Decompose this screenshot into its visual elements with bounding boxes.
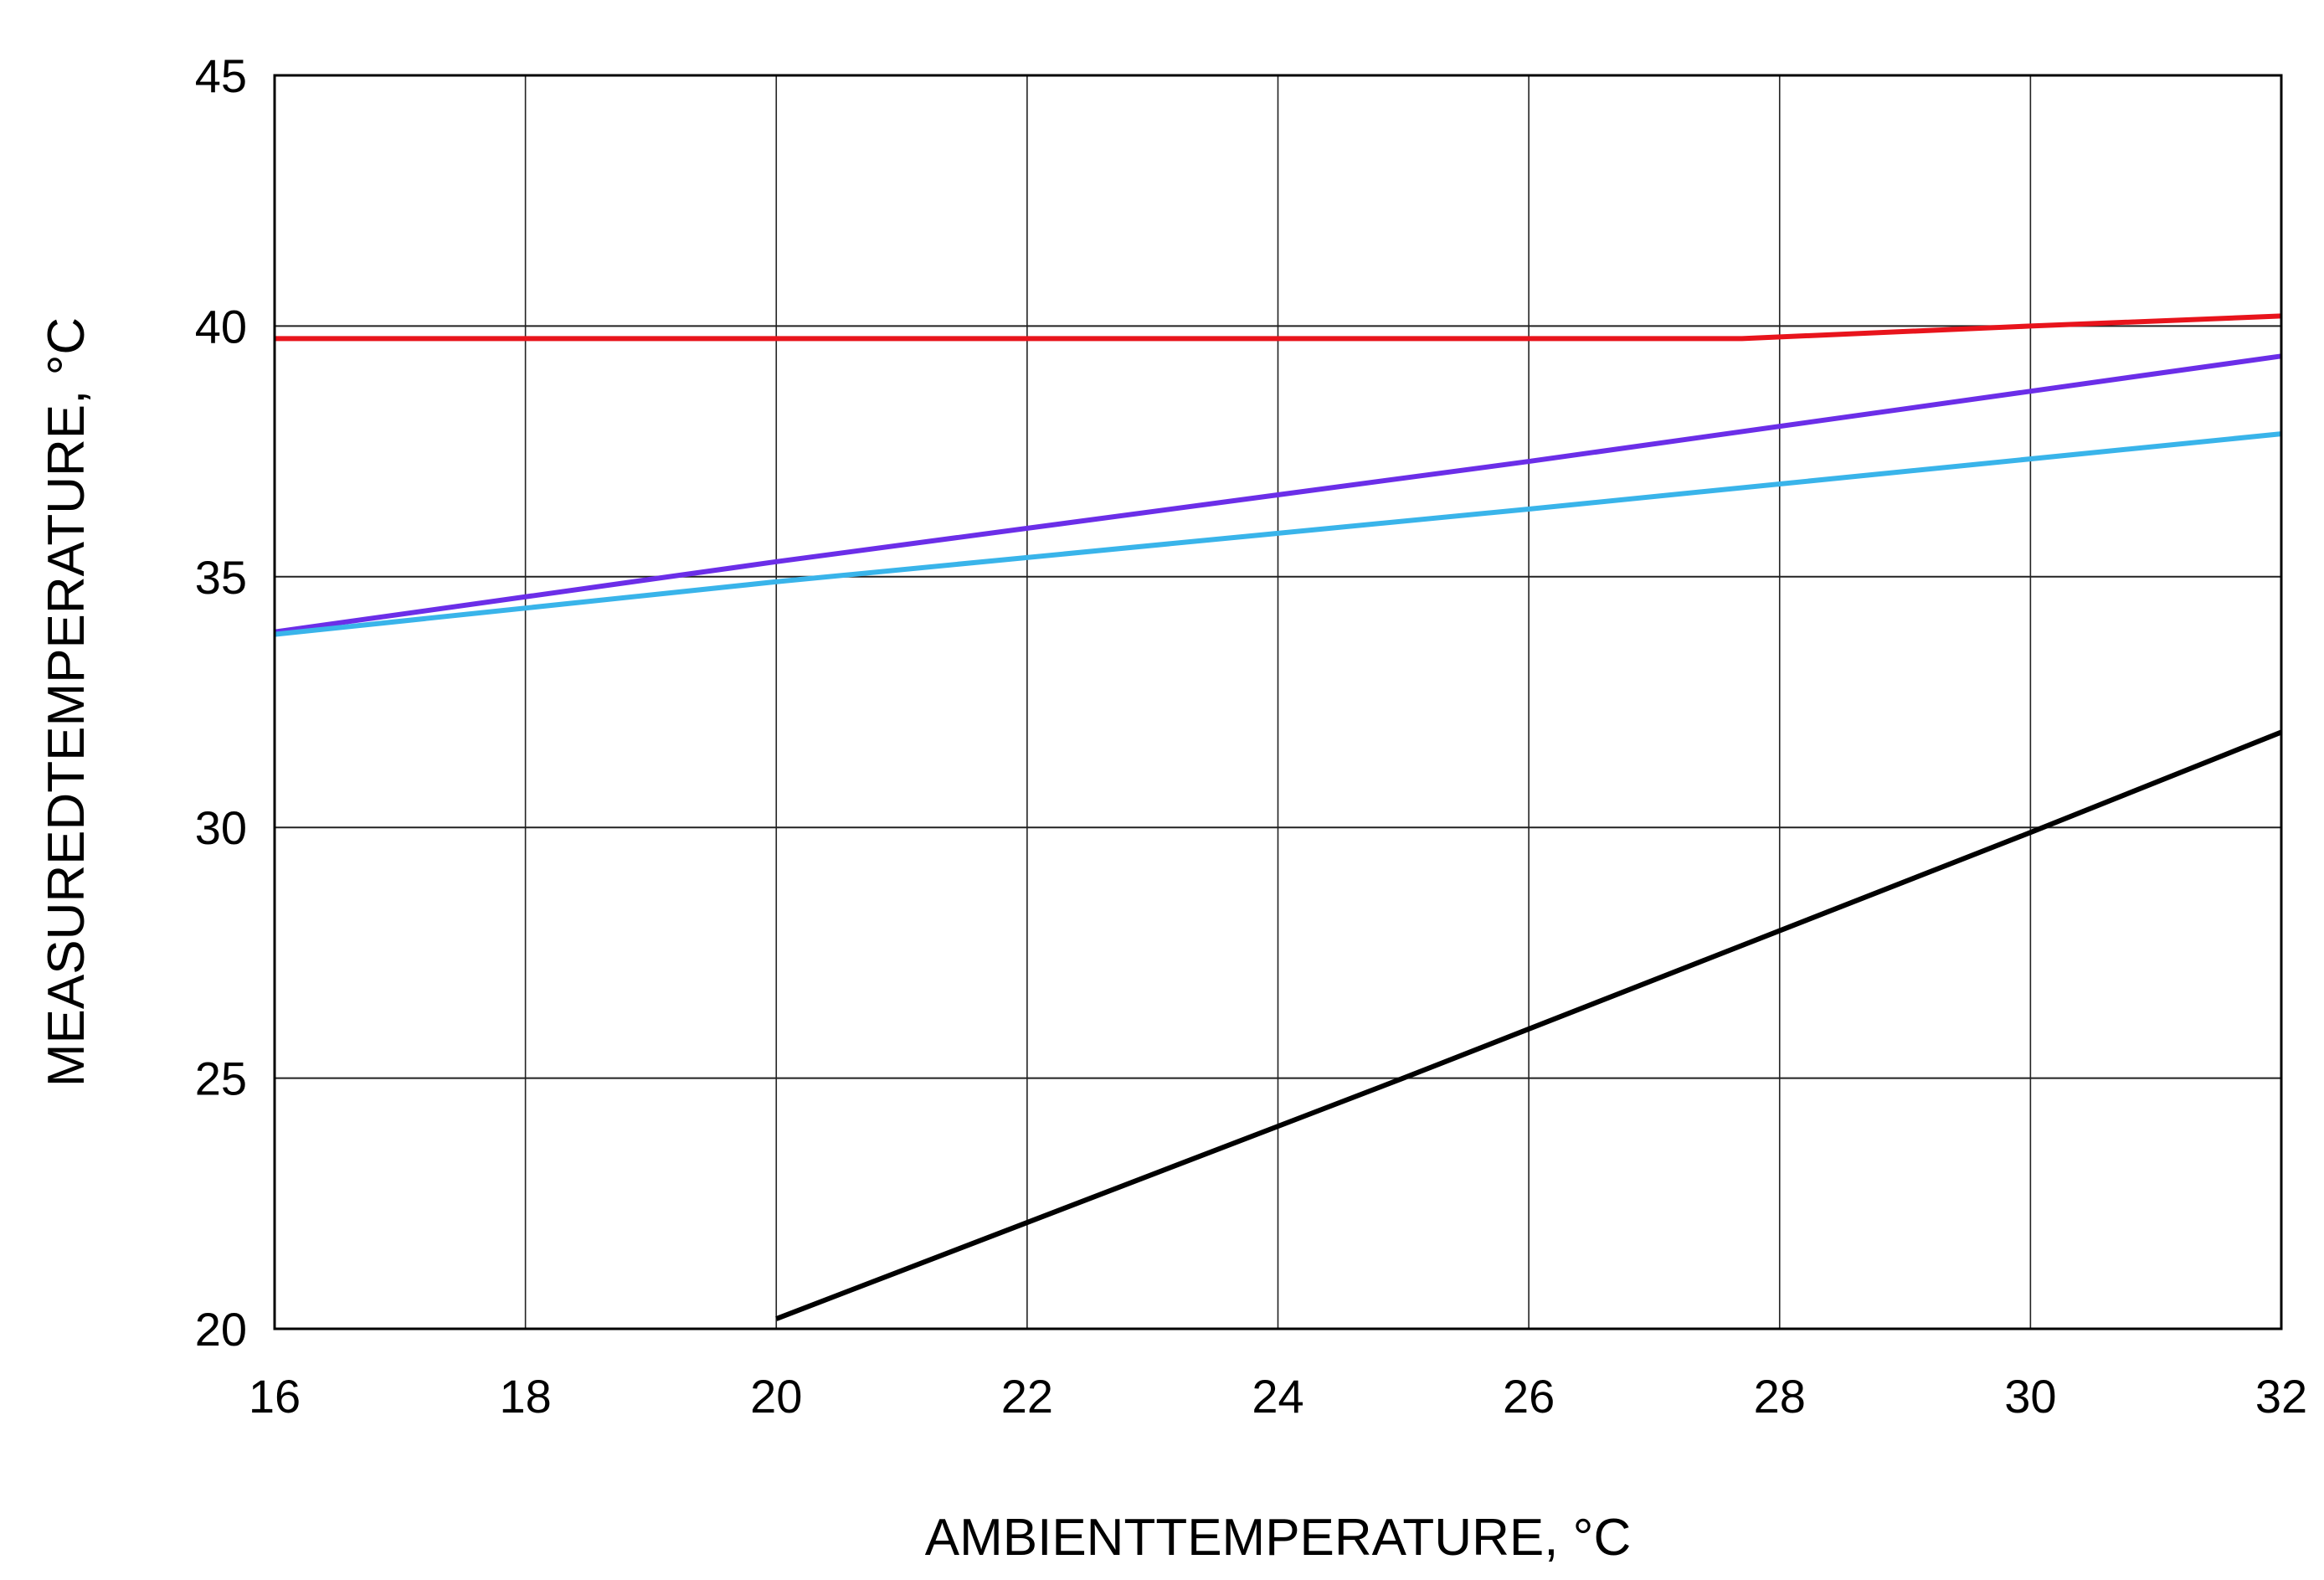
series-line-2	[274, 353, 2282, 635]
series-lines	[274, 313, 2283, 1321]
x-tick-label: 30	[2004, 1370, 2056, 1423]
x-tick-label: 24	[1252, 1370, 1303, 1423]
y-tick-label: 30	[195, 801, 247, 854]
grid-lines	[274, 75, 2282, 1330]
x-tick-labels: 16 18 20 22 24 26 28 30 32	[249, 1370, 2307, 1423]
y-tick-label: 35	[195, 551, 247, 604]
x-tick-label: 28	[1754, 1370, 1806, 1423]
x-axis-title: AMBIENTTEMPERATURE, °C	[925, 1509, 1631, 1567]
x-tick-label: 18	[499, 1370, 551, 1423]
y-tick-label: 20	[195, 1303, 247, 1356]
y-tick-label: 25	[195, 1052, 247, 1105]
x-tick-label: 26	[1503, 1370, 1555, 1423]
y-tick-labels: 20 25 30 35 40 45	[195, 49, 247, 1356]
series-line-4	[775, 729, 2283, 1321]
x-tick-label: 32	[2255, 1370, 2307, 1423]
series-line-3	[274, 431, 2282, 637]
x-tick-label: 16	[249, 1370, 301, 1423]
y-tick-label: 45	[195, 49, 247, 102]
y-axis-title: MEASUREDTEMPERATURE, °C	[38, 317, 95, 1087]
x-tick-label: 20	[750, 1370, 802, 1423]
plot-frame	[273, 74, 2283, 1330]
y-tick-label: 40	[195, 300, 247, 353]
x-tick-label: 22	[1001, 1370, 1053, 1423]
series-line-1	[275, 313, 2282, 342]
